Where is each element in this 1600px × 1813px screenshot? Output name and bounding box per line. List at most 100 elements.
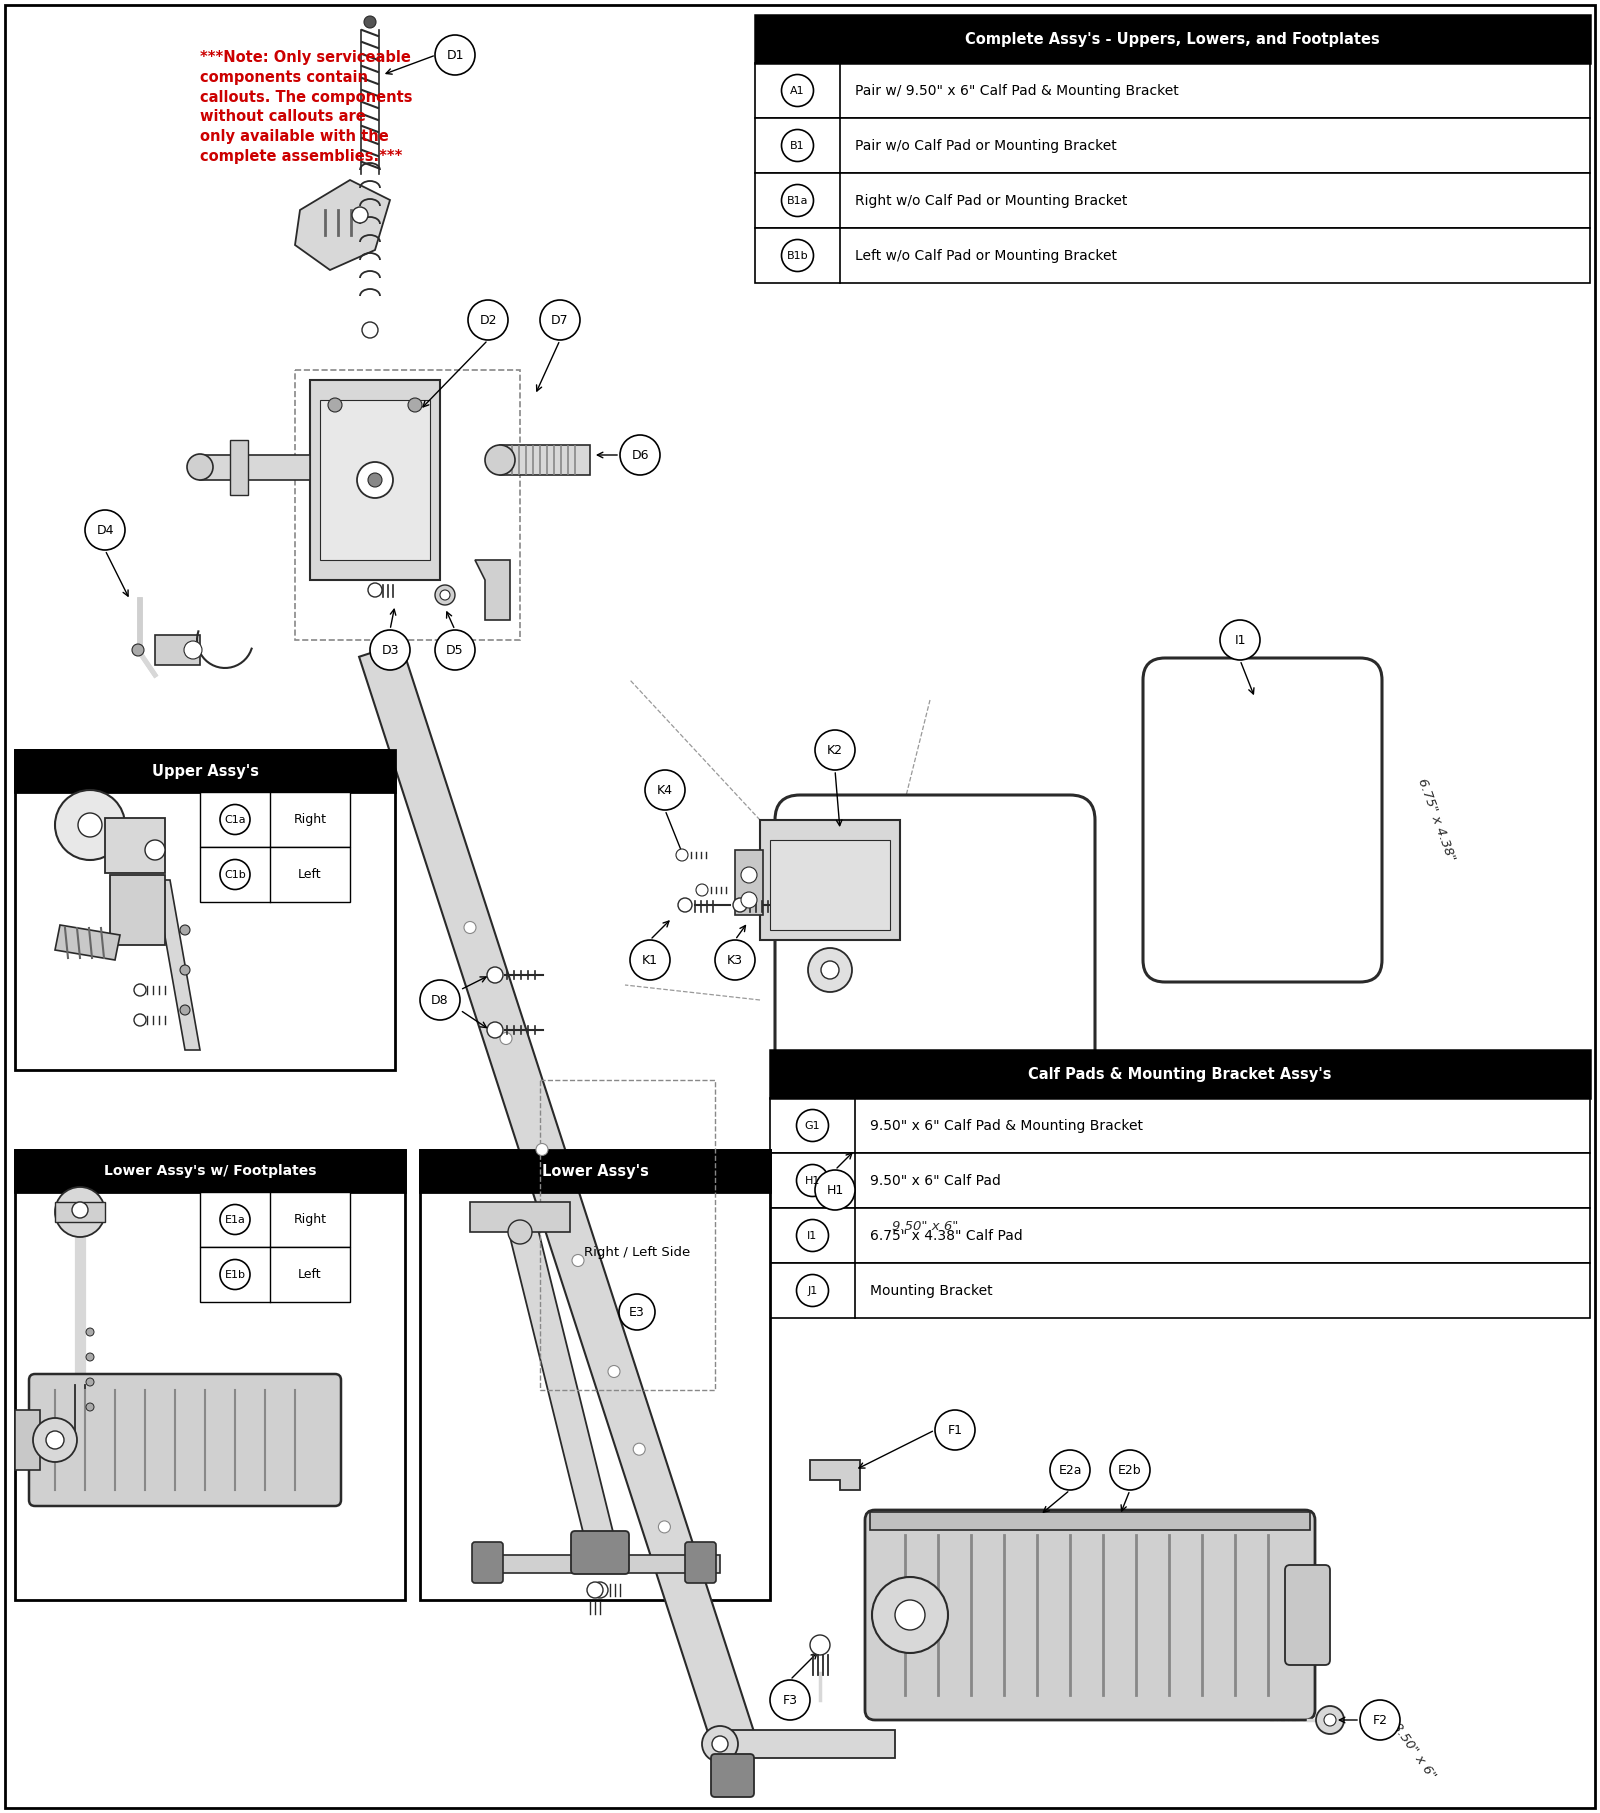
Circle shape: [872, 1577, 947, 1653]
FancyBboxPatch shape: [760, 819, 899, 939]
Circle shape: [702, 1726, 738, 1762]
FancyBboxPatch shape: [755, 63, 1590, 118]
Circle shape: [741, 867, 757, 883]
Text: Calf Pads & Mounting Bracket Assy's: Calf Pads & Mounting Bracket Assy's: [1029, 1066, 1331, 1082]
Circle shape: [1221, 620, 1261, 660]
Circle shape: [464, 921, 477, 934]
Circle shape: [677, 848, 688, 861]
Polygon shape: [294, 179, 390, 270]
FancyBboxPatch shape: [480, 1556, 720, 1574]
FancyBboxPatch shape: [310, 381, 440, 580]
FancyBboxPatch shape: [14, 1411, 40, 1470]
Circle shape: [86, 1327, 94, 1336]
FancyBboxPatch shape: [734, 850, 763, 916]
FancyBboxPatch shape: [470, 1202, 570, 1233]
Circle shape: [365, 16, 376, 27]
Text: Left: Left: [298, 868, 322, 881]
Text: Lower Assy's w/ Footplates: Lower Assy's w/ Footplates: [104, 1164, 317, 1178]
Circle shape: [134, 984, 146, 995]
Circle shape: [440, 589, 450, 600]
Circle shape: [221, 1204, 250, 1235]
FancyBboxPatch shape: [106, 818, 165, 874]
Circle shape: [86, 1403, 94, 1411]
Text: H1: H1: [805, 1175, 821, 1186]
Circle shape: [621, 435, 661, 475]
Text: A1: A1: [790, 85, 805, 96]
Polygon shape: [506, 1217, 614, 1539]
Circle shape: [715, 939, 755, 981]
Circle shape: [509, 1220, 533, 1244]
Text: Right: Right: [293, 812, 326, 827]
Circle shape: [181, 965, 190, 975]
Circle shape: [659, 1521, 670, 1534]
Text: D4: D4: [96, 524, 114, 537]
FancyBboxPatch shape: [1142, 658, 1382, 983]
Circle shape: [1315, 1706, 1344, 1733]
Text: Right / Left Side: Right / Left Side: [584, 1246, 690, 1258]
FancyBboxPatch shape: [755, 15, 1590, 63]
Text: 6.75" x 4.38" Calf Pad: 6.75" x 4.38" Calf Pad: [870, 1229, 1022, 1242]
Text: Mounting Bracket: Mounting Bracket: [870, 1284, 992, 1298]
FancyBboxPatch shape: [774, 794, 1094, 1215]
Circle shape: [408, 399, 422, 412]
Text: D1: D1: [446, 49, 464, 62]
FancyBboxPatch shape: [1285, 1565, 1330, 1664]
Circle shape: [1110, 1450, 1150, 1490]
Circle shape: [54, 790, 125, 859]
Circle shape: [741, 892, 757, 908]
Circle shape: [733, 897, 747, 912]
FancyBboxPatch shape: [200, 1191, 350, 1247]
Circle shape: [573, 1255, 584, 1267]
Text: D7: D7: [550, 314, 570, 326]
Circle shape: [181, 1004, 190, 1015]
Text: K1: K1: [642, 954, 658, 966]
Text: K2: K2: [827, 743, 843, 756]
Circle shape: [934, 1411, 974, 1450]
Circle shape: [133, 644, 144, 656]
FancyBboxPatch shape: [472, 1543, 502, 1583]
Circle shape: [814, 731, 854, 771]
Circle shape: [781, 185, 813, 216]
Text: H1: H1: [826, 1184, 843, 1197]
Text: B1a: B1a: [787, 196, 808, 205]
Text: E2a: E2a: [1058, 1463, 1082, 1476]
Circle shape: [797, 1220, 829, 1251]
Circle shape: [357, 462, 394, 499]
Circle shape: [645, 771, 685, 810]
FancyBboxPatch shape: [770, 1264, 1590, 1318]
Text: F2: F2: [1373, 1713, 1387, 1726]
FancyBboxPatch shape: [14, 751, 395, 792]
Circle shape: [34, 1418, 77, 1461]
Circle shape: [608, 1365, 621, 1378]
Text: I1: I1: [1234, 633, 1246, 647]
Circle shape: [499, 1032, 512, 1044]
FancyBboxPatch shape: [870, 1512, 1310, 1530]
Text: E1b: E1b: [224, 1269, 245, 1280]
Circle shape: [85, 509, 125, 549]
Text: E2b: E2b: [1118, 1463, 1142, 1476]
Text: E3: E3: [629, 1305, 645, 1318]
FancyBboxPatch shape: [200, 847, 350, 903]
Text: B1b: B1b: [787, 250, 808, 261]
Text: C1b: C1b: [224, 870, 246, 879]
Circle shape: [184, 642, 202, 658]
Circle shape: [328, 399, 342, 412]
Circle shape: [435, 586, 454, 606]
FancyBboxPatch shape: [155, 635, 200, 665]
Circle shape: [536, 1144, 549, 1155]
Circle shape: [181, 925, 190, 936]
Circle shape: [592, 1583, 608, 1597]
FancyBboxPatch shape: [685, 1543, 717, 1583]
FancyBboxPatch shape: [320, 401, 430, 560]
Text: D5: D5: [446, 644, 464, 656]
Circle shape: [1360, 1701, 1400, 1740]
Circle shape: [469, 299, 509, 341]
Circle shape: [352, 207, 368, 223]
Circle shape: [134, 1013, 146, 1026]
Polygon shape: [54, 925, 120, 961]
Circle shape: [587, 1583, 603, 1597]
Text: Right: Right: [293, 1213, 326, 1226]
Circle shape: [485, 444, 515, 475]
Circle shape: [435, 34, 475, 74]
Circle shape: [86, 1352, 94, 1362]
